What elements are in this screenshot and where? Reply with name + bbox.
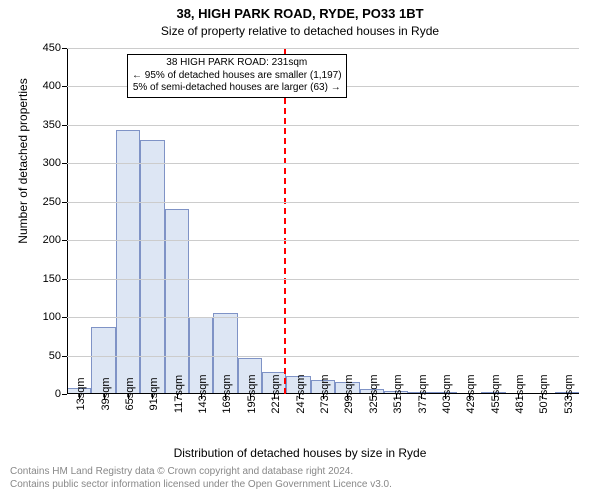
- annotation-line2: ← 95% of detached houses are smaller (1,…: [132, 70, 342, 83]
- gridline: [67, 125, 579, 126]
- chart-container: 38, HIGH PARK ROAD, RYDE, PO33 1BT Size …: [0, 0, 600, 500]
- xtick-label: 481sqm: [510, 374, 526, 413]
- gridline: [67, 279, 579, 280]
- ytick-label: 150: [43, 273, 67, 285]
- ytick-label: 200: [43, 234, 67, 246]
- ytick-label: 450: [43, 42, 67, 54]
- y-axis-label: Number of detached properties: [16, 11, 30, 311]
- xtick-label: 247sqm: [291, 374, 307, 413]
- y-axis-line: [67, 48, 68, 394]
- ytick-label: 300: [43, 157, 67, 169]
- xtick-label: 507sqm: [534, 374, 550, 413]
- histogram-bar: [165, 209, 189, 394]
- gridline: [67, 163, 579, 164]
- ytick-label: 400: [43, 80, 67, 92]
- histogram-bar: [116, 130, 140, 394]
- xtick-label: 143sqm: [193, 374, 209, 413]
- footer-line1: Contains HM Land Registry data © Crown c…: [10, 466, 392, 479]
- plot-area: 38 HIGH PARK ROAD: 231sqm ← 95% of detac…: [67, 48, 579, 394]
- gridline: [67, 356, 579, 357]
- ytick-label: 50: [49, 350, 67, 362]
- xtick-label: 429sqm: [461, 374, 477, 413]
- xtick-label: 377sqm: [413, 374, 429, 413]
- ytick-label: 250: [43, 196, 67, 208]
- xtick-label: 455sqm: [486, 374, 502, 413]
- annotation-box: 38 HIGH PARK ROAD: 231sqm ← 95% of detac…: [127, 54, 347, 98]
- xtick-label: 91sqm: [144, 377, 160, 410]
- bars-layer: [67, 48, 579, 394]
- xtick-label: 13sqm: [71, 377, 87, 410]
- xtick-label: 533sqm: [559, 374, 575, 413]
- xtick-label: 169sqm: [217, 374, 233, 413]
- xtick-label: 325sqm: [364, 374, 380, 413]
- chart-title-line2: Size of property relative to detached ho…: [0, 24, 600, 38]
- xtick-label: 221sqm: [266, 374, 282, 413]
- gridline: [67, 48, 579, 49]
- xtick-label: 65sqm: [120, 377, 136, 410]
- gridline: [67, 317, 579, 318]
- ytick-label: 0: [55, 388, 67, 400]
- gridline: [67, 240, 579, 241]
- ytick-label: 350: [43, 119, 67, 131]
- xtick-label: 403sqm: [437, 374, 453, 413]
- xtick-label: 351sqm: [388, 374, 404, 413]
- xtick-label: 39sqm: [96, 377, 112, 410]
- chart-title-line1: 38, HIGH PARK ROAD, RYDE, PO33 1BT: [0, 6, 600, 21]
- gridline: [67, 202, 579, 203]
- x-axis-label: Distribution of detached houses by size …: [0, 446, 600, 460]
- footer-line2: Contains public sector information licen…: [10, 479, 392, 492]
- property-marker-line: [284, 48, 286, 394]
- xtick-label: 273sqm: [315, 374, 331, 413]
- plot-inner: 38 HIGH PARK ROAD: 231sqm ← 95% of detac…: [67, 48, 579, 394]
- annotation-line3: 5% of semi-detached houses are larger (6…: [132, 82, 342, 95]
- footer-attribution: Contains HM Land Registry data © Crown c…: [10, 466, 392, 491]
- xtick-label: 117sqm: [169, 375, 185, 413]
- xtick-label: 299sqm: [339, 374, 355, 413]
- ytick-label: 100: [43, 311, 67, 323]
- annotation-line1: 38 HIGH PARK ROAD: 231sqm: [132, 57, 342, 70]
- xtick-label: 195sqm: [242, 374, 258, 413]
